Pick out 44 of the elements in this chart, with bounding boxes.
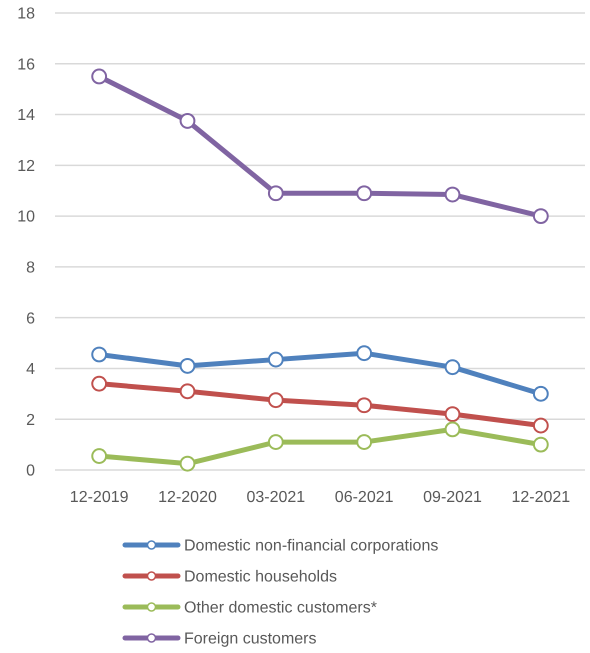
point: [268, 352, 284, 368]
point: [180, 456, 196, 472]
x-tick-label: 06-2021: [334, 489, 394, 506]
point: [91, 68, 108, 84]
y-tick-label: 10: [17, 208, 36, 226]
y-tick-label: 8: [26, 259, 36, 276]
point: [268, 392, 284, 408]
legend-label: Domestic non-financial corporations: [184, 538, 438, 555]
x-tick-label: 03-2021: [246, 489, 306, 506]
x-tick-label: 12-2021: [511, 489, 570, 506]
point: [180, 383, 196, 400]
y-tick-label: 0: [26, 462, 36, 480]
point: [532, 208, 549, 224]
point: [180, 113, 196, 129]
point: [356, 434, 372, 450]
point: [444, 421, 460, 438]
legend-label: Foreign customers: [184, 630, 316, 648]
point: [356, 345, 372, 362]
point: [268, 434, 284, 450]
point: [532, 386, 549, 402]
y-tick-label: 12: [17, 158, 36, 175]
point: [444, 359, 460, 376]
point: [91, 346, 108, 362]
y-tick-label: 18: [17, 6, 36, 23]
x-tick-label: 12-2020: [158, 489, 217, 506]
y-tick-label: 14: [17, 107, 36, 124]
y-tick-label: 4: [26, 361, 36, 378]
point: [180, 358, 196, 374]
point: [444, 406, 460, 422]
point: [444, 186, 460, 202]
point: [268, 185, 284, 202]
point: [356, 185, 372, 202]
x-tick-label: 12-2019: [70, 489, 129, 506]
point: [532, 436, 549, 453]
point: [91, 448, 108, 464]
y-tick-label: 16: [17, 56, 36, 74]
point: [356, 397, 372, 414]
legend-label: Domestic households: [184, 568, 337, 586]
x-tick-label: 09-2021: [423, 489, 482, 506]
point: [91, 376, 108, 392]
legend-label: Other domestic customers*: [184, 600, 377, 617]
y-tick-label: 6: [26, 310, 36, 328]
point: [532, 418, 549, 434]
y-tick-label: 2: [26, 412, 36, 429]
